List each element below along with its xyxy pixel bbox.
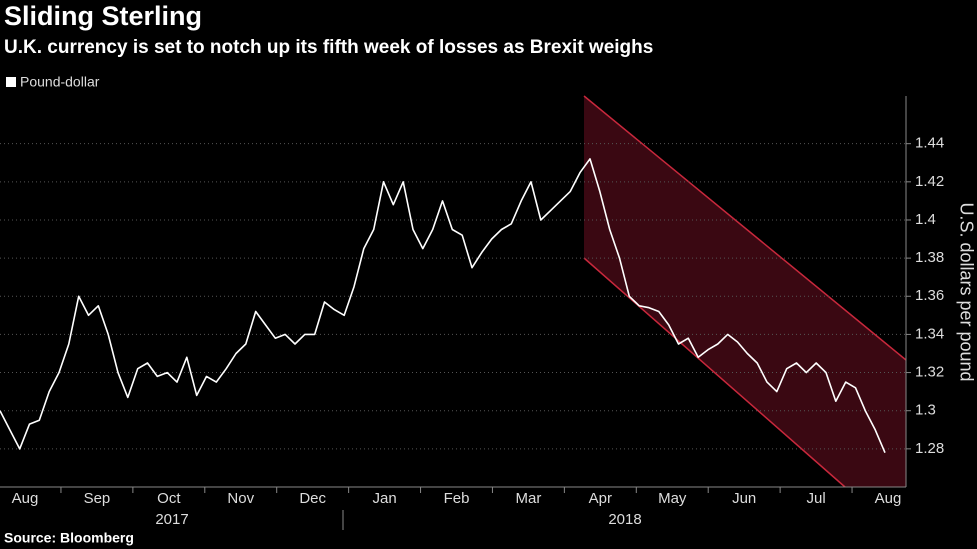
- year-label: 2017: [155, 511, 188, 528]
- x-tick-label: Aug: [875, 490, 902, 507]
- year-label: 2018: [608, 511, 641, 528]
- x-tick-label: May: [658, 490, 687, 507]
- x-tick-label: Nov: [227, 490, 254, 507]
- legend-swatch: [6, 77, 16, 87]
- x-tick-label: Jan: [372, 490, 396, 507]
- y-tick-label: 1.3: [915, 402, 936, 419]
- y-tick-label: 1.42: [915, 173, 944, 190]
- channel-top: [583, 95, 907, 361]
- y-axis-label: U.S. dollars per pound: [956, 202, 976, 381]
- y-tick-label: 1.4: [915, 211, 936, 228]
- x-tick-label: Apr: [589, 490, 612, 507]
- chart-subtitle: U.K. currency is set to notch up its fif…: [4, 37, 653, 58]
- y-tick-label: 1.34: [915, 325, 944, 342]
- chart-title: Sliding Sterling: [4, 1, 202, 31]
- price-line: [0, 158, 886, 454]
- x-tick-label: Aug: [12, 490, 39, 507]
- channel-bottom: [583, 257, 846, 488]
- y-tick-label: 1.44: [915, 135, 944, 152]
- channel-fill: [584, 96, 906, 487]
- legend-label: Pound-dollar: [20, 74, 100, 90]
- x-tick-label: Oct: [157, 490, 181, 507]
- y-tick-label: 1.32: [915, 364, 944, 381]
- source: Source: Bloomberg: [4, 530, 134, 546]
- x-tick-label: Jun: [732, 490, 756, 507]
- x-tick-label: Jul: [806, 490, 825, 507]
- x-tick-label: Dec: [299, 490, 326, 507]
- y-tick-label: 1.36: [915, 287, 944, 304]
- x-tick-label: Sep: [84, 490, 111, 507]
- x-tick-label: Feb: [444, 490, 470, 507]
- x-tick-label: Mar: [515, 490, 541, 507]
- y-tick-label: 1.28: [915, 440, 944, 457]
- y-tick-label: 1.38: [915, 249, 944, 266]
